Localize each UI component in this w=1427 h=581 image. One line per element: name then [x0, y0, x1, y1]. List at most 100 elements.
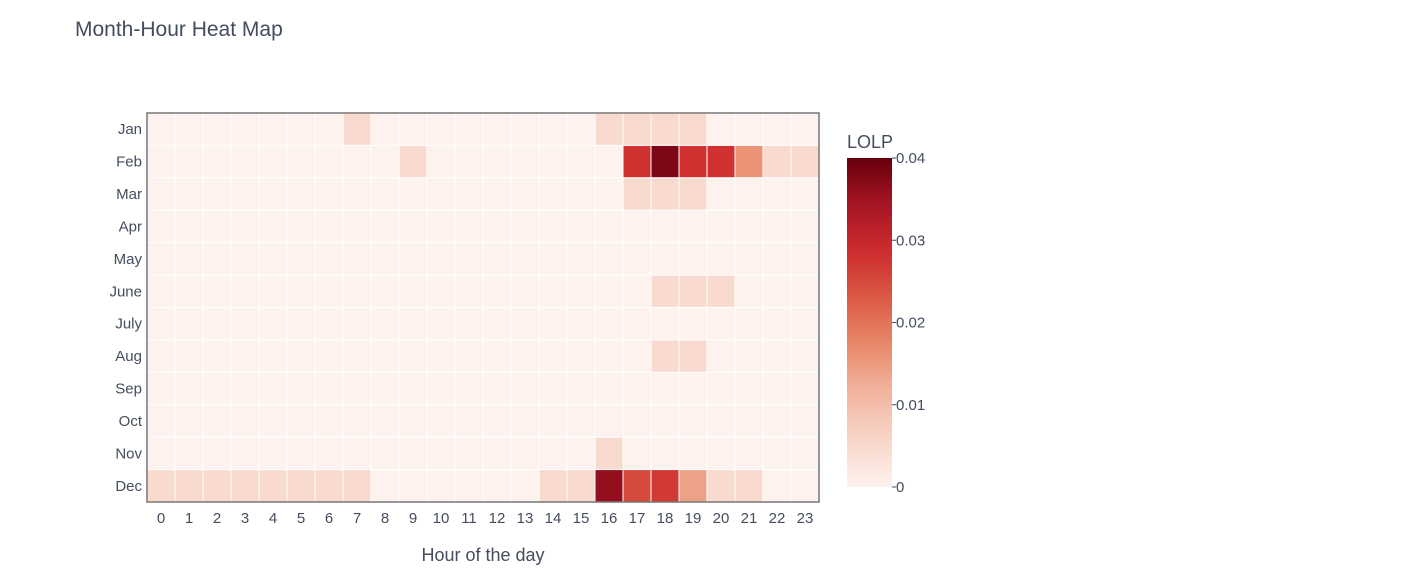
heatmap-cell [230, 112, 260, 146]
heatmap-cell [314, 404, 344, 438]
heatmap-cell [594, 436, 624, 471]
heatmap-cell [314, 209, 344, 244]
heatmap-cell [566, 209, 596, 244]
heatmap-cell [230, 469, 260, 503]
x-tick-label: 9 [409, 510, 417, 527]
heatmap-cell [174, 209, 204, 244]
x-tick-label: 4 [269, 510, 277, 527]
heatmap-cell [454, 274, 484, 309]
heatmap-cell [258, 404, 288, 438]
heatmap-cell [538, 112, 568, 146]
heatmap-cell [510, 436, 540, 471]
heatmap-cell [622, 209, 652, 244]
heatmap-cell [286, 371, 316, 406]
heatmap-cell [426, 339, 456, 373]
heatmap-cell [734, 307, 764, 341]
y-axis-ticks: Jan Feb Mar Apr May June July Aug Sep Oct Nov Dec [109, 121, 142, 495]
x-tick-label: 5 [297, 510, 305, 527]
heatmap-cell [342, 112, 372, 146]
heatmap-cell [370, 404, 400, 438]
heatmap-cell [202, 307, 232, 341]
heatmap-cell [594, 339, 624, 373]
heatmap-cell [482, 404, 512, 438]
heatmap-cell [314, 242, 344, 276]
heatmap-cell [314, 274, 344, 309]
heatmap-cell [790, 371, 820, 406]
heatmap-cell [202, 339, 232, 373]
heatmap-cell [790, 436, 820, 471]
heatmap-cell [454, 112, 484, 146]
heatmap-cell [314, 469, 344, 503]
heatmap-cell [678, 404, 708, 438]
heatmap-cell [482, 242, 512, 276]
heatmap-cell [538, 242, 568, 276]
heatmap-cell [622, 371, 652, 406]
heatmap-cell [482, 112, 512, 146]
heatmap-cell [146, 404, 176, 438]
heatmap-cell [258, 469, 288, 503]
heatmap-cell [622, 177, 652, 211]
heatmap-cell [174, 144, 204, 179]
heatmap-cell [510, 274, 540, 309]
heatmap-cell [370, 177, 400, 211]
heatmap-cell [566, 112, 596, 146]
heatmap-cell [174, 469, 204, 503]
heatmap-cell [678, 436, 708, 471]
heatmap-cell [706, 209, 736, 244]
heatmap-cell [650, 307, 680, 341]
heatmap-cell [594, 209, 624, 244]
heatmap-cell [230, 144, 260, 179]
heatmap-cell [426, 177, 456, 211]
heatmap-cell [454, 404, 484, 438]
heatmap-cell [426, 242, 456, 276]
heatmap-cell [510, 177, 540, 211]
heatmap-cell [230, 307, 260, 341]
x-tick-label: 6 [325, 510, 333, 527]
heatmap-cell [566, 177, 596, 211]
heatmap-cell [566, 307, 596, 341]
x-tick-label: 19 [685, 510, 702, 527]
heatmap-cell [230, 436, 260, 471]
x-tick-label: 8 [381, 510, 389, 527]
heatmap-cell [398, 274, 428, 309]
heatmap-cell [706, 274, 736, 309]
heatmap-cell [398, 371, 428, 406]
heatmap-cell [230, 209, 260, 244]
y-tick-label: Jan [118, 121, 142, 138]
heatmap-cell [510, 469, 540, 503]
heatmap-cell [342, 404, 372, 438]
colorbar-tick-label: 0.04 [896, 150, 925, 167]
heatmap-cell [286, 436, 316, 471]
heatmap-cell [706, 436, 736, 471]
heatmap-cell [286, 339, 316, 373]
heatmap-cell [426, 209, 456, 244]
heatmap-cell [706, 112, 736, 146]
y-tick-label: Mar [116, 186, 142, 203]
heatmap-cell [510, 404, 540, 438]
heatmap-cell [510, 112, 540, 146]
heatmap-cell [202, 371, 232, 406]
x-tick-label: 1 [185, 510, 193, 527]
heatmap-cell [650, 469, 680, 503]
heatmap-cell [762, 209, 792, 244]
heatmap-cell [230, 339, 260, 373]
heatmap-cell [146, 469, 176, 503]
heatmap-cell [202, 144, 232, 179]
heatmap-cell [762, 177, 792, 211]
heatmap-cell [678, 209, 708, 244]
heatmap-cell [734, 404, 764, 438]
heatmap-cell [622, 339, 652, 373]
heatmap-cell [258, 209, 288, 244]
heatmap-cell [622, 307, 652, 341]
heatmap-cell [398, 112, 428, 146]
y-tick-label: Apr [119, 218, 142, 235]
x-tick-label: 16 [601, 510, 618, 527]
heatmap-cell [370, 371, 400, 406]
heatmap-cell [706, 371, 736, 406]
heatmap-cell [762, 436, 792, 471]
heatmap-cell [482, 339, 512, 373]
heatmap-cell [454, 177, 484, 211]
heatmap-cell [202, 177, 232, 211]
heatmap-cell [622, 112, 652, 146]
heatmap-cell [230, 274, 260, 309]
